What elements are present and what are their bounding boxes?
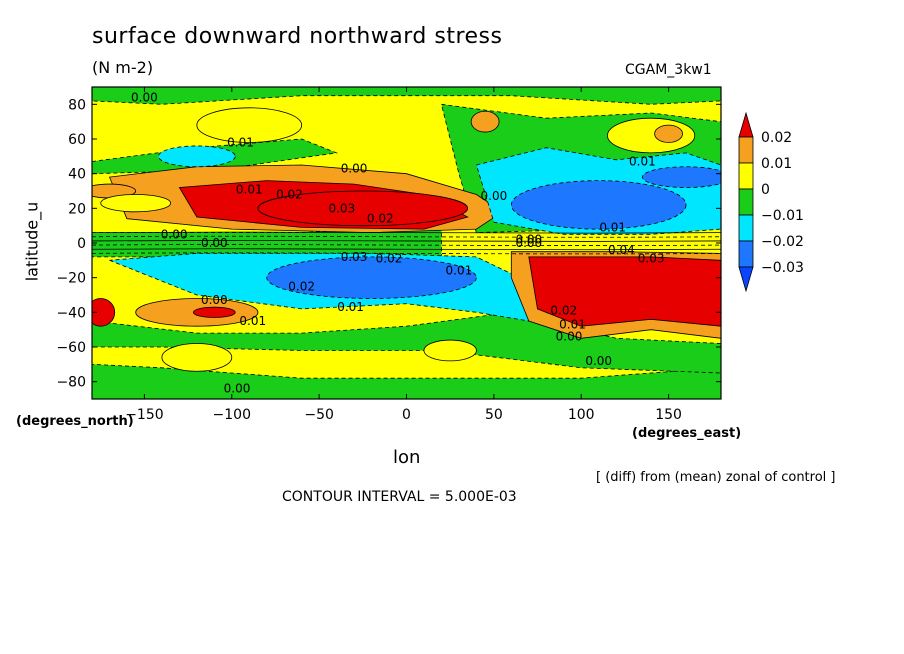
colorbar-swatch xyxy=(738,188,754,216)
contour-label: 0.01 xyxy=(559,317,586,331)
x-tick-label: 0 xyxy=(402,407,411,423)
contour-label: 0.02 xyxy=(550,304,577,318)
colorbar-label: −0.03 xyxy=(761,260,804,276)
contour-label: 0.03 xyxy=(638,252,665,266)
field-red-sw-edge xyxy=(92,298,116,327)
colorbar-swatch xyxy=(738,240,754,268)
contour-label: 0.02 xyxy=(367,212,394,226)
field-blue-ne-2 xyxy=(641,166,721,188)
x-tick-label: 50 xyxy=(485,407,503,423)
y-tick-label: −20 xyxy=(56,271,86,287)
y-tick-label: 40 xyxy=(68,167,86,183)
x-tick-label: −150 xyxy=(125,407,163,423)
equatorial-contour xyxy=(92,244,721,246)
contour-label: 0.04 xyxy=(608,243,635,257)
contour-label: 0.00 xyxy=(131,90,158,104)
contour-label: 0.03 xyxy=(328,201,355,215)
contour-label: 0.01 xyxy=(236,182,263,196)
contour-label: 0.02 xyxy=(376,252,403,266)
diff-note: [ (diff) from (mean) zonal of control ] xyxy=(596,470,836,485)
field-yellow-nw xyxy=(196,107,303,143)
chart-units: (N m-2) xyxy=(92,58,154,77)
field-red-nh-core xyxy=(257,190,469,227)
contour-label: 0.00 xyxy=(224,382,251,396)
field-orange-ne xyxy=(654,124,683,143)
contour-label: 0.01 xyxy=(337,300,364,314)
contour-label: 0.01 xyxy=(629,155,656,169)
equatorial-contour xyxy=(92,231,721,234)
colorbar-label: 0.02 xyxy=(761,130,792,146)
colorbar-bottom-arrow xyxy=(738,266,754,293)
field-red-sh xyxy=(528,256,721,327)
x-tick-label: 150 xyxy=(655,407,682,423)
y-tick-label: 60 xyxy=(68,132,86,148)
contour-label: 0.00 xyxy=(515,233,542,247)
contour-label: 0.00 xyxy=(585,354,612,368)
contour-label: 0.01 xyxy=(227,135,254,149)
contour-label: 0.00 xyxy=(556,330,583,344)
y-tick-label: −60 xyxy=(56,340,86,356)
contour-label: 0.00 xyxy=(515,236,542,250)
field-yellow-s xyxy=(423,339,477,362)
chart-title: surface downward northward stress xyxy=(92,24,503,49)
contour-label: 0.00 xyxy=(201,236,228,250)
field-blue-sh xyxy=(266,256,477,299)
field-blue-ne xyxy=(510,180,687,230)
x-axis-unit: (degrees_east) xyxy=(632,426,742,441)
contour-label: 0.02 xyxy=(288,279,315,293)
contour-interval: CONTOUR INTERVAL = 5.000E-03 xyxy=(282,489,517,505)
model-tag: CGAM_3kw1 xyxy=(625,62,712,78)
equatorial-contour xyxy=(92,240,721,242)
x-axis-label: lon xyxy=(393,447,421,468)
field-yellow-sw xyxy=(161,343,233,372)
contour-label: 0.01 xyxy=(446,264,473,278)
field-cyan-nw xyxy=(157,145,236,168)
contour-label: 0.03 xyxy=(341,250,368,264)
y-tick-label: 0 xyxy=(77,236,86,252)
colorbar-swatch xyxy=(738,136,754,164)
field-orange-n xyxy=(470,110,500,133)
y-axis-unit: (degrees_north) xyxy=(16,414,134,429)
colorbar-swatch xyxy=(738,162,754,190)
y-tick-label: 20 xyxy=(68,201,86,217)
contour-label: 0.00 xyxy=(161,227,188,241)
colorbar-label: −0.02 xyxy=(761,234,804,250)
x-tick-label: −100 xyxy=(213,407,251,423)
x-tick-label: 100 xyxy=(568,407,595,423)
y-tick-label: −80 xyxy=(56,375,86,391)
field-red-sw xyxy=(192,306,236,318)
contour-label: 0.01 xyxy=(599,220,626,234)
colorbar-label: 0.01 xyxy=(761,156,792,172)
contour-label: 0.01 xyxy=(239,314,266,328)
colorbar-top-arrow xyxy=(738,111,754,138)
contour-label: 0.00 xyxy=(481,189,508,203)
field-green-north-cap xyxy=(92,87,721,105)
colorbar-label: 0 xyxy=(761,182,770,198)
colorbar-swatch xyxy=(738,214,754,242)
x-tick-label: −50 xyxy=(304,407,334,423)
field-yellow-nh-notch xyxy=(100,194,172,213)
equatorial-contour xyxy=(92,248,721,251)
equatorial-contour xyxy=(92,252,721,255)
equatorial-contour xyxy=(92,235,721,238)
colorbar-label: −0.01 xyxy=(761,208,804,224)
y-tick-label: −40 xyxy=(56,305,86,321)
contour-label: 0.00 xyxy=(201,293,228,307)
y-tick-label: 80 xyxy=(68,97,86,113)
contour-label: 0.00 xyxy=(341,161,368,175)
contour-label: 0.02 xyxy=(276,187,303,201)
field-green-south-cap xyxy=(92,363,721,399)
